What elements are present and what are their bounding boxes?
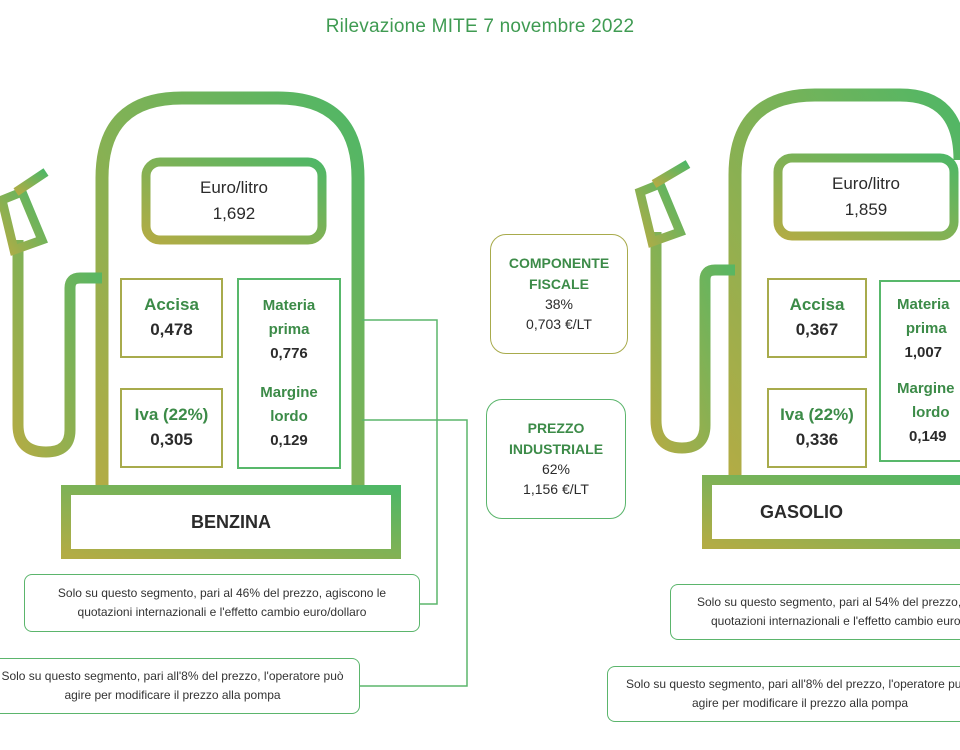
benzina-pump-icon xyxy=(0,91,401,559)
benzina-materia-block: Materia prima 0,776 xyxy=(263,294,316,366)
page-title: Rilevazione MITE 7 novembre 2022 xyxy=(325,16,635,37)
benzina-materia-note-line-2: quotazioni internazionali e l'effetto ca… xyxy=(77,605,367,619)
componente-fiscale-value: 0,703 €/LT xyxy=(526,316,592,333)
gasolio-materia-note-line-1: Solo su questo segmento, pari al 54% del… xyxy=(697,594,960,609)
gasolio-margine-block: Margine lordo 0,149 xyxy=(897,377,955,449)
benzina-iva-cell: Iva (22%) 0,305 xyxy=(120,388,223,468)
benzina-industrial-cell: Materia prima 0,776 Margine lordo 0,129 xyxy=(237,278,341,469)
benzina-materia-label-2: prima xyxy=(268,321,310,339)
prezzo-industriale-value: 1,156 €/LT xyxy=(523,481,589,498)
gasolio-margine-note-line-2: agire per modificare il prezzo alla pomp… xyxy=(692,696,909,710)
gasolio-iva-cell: Iva (22%) 0,336 xyxy=(767,388,867,468)
componente-fiscale-percent: 38% xyxy=(544,296,574,312)
prezzo-industriale-label-2: INDUSTRIALE xyxy=(508,440,604,457)
gasolio-industrial-cell: Materia prima 1,007 Margine lordo 0,149 xyxy=(879,280,960,462)
gasolio-margine-note: Solo su questo segmento, pari all'8% del… xyxy=(607,666,960,722)
benzina-margine-note-line-1: Solo su questo segmento, pari all'8% del… xyxy=(1,668,344,683)
prezzo-industriale-label-1: PREZZO xyxy=(527,420,585,437)
gasolio-margine-note-line-1: Solo su questo segmento, pari all'8% del… xyxy=(626,676,960,691)
benzina-margine-label-2: lordo xyxy=(270,407,308,425)
gasolio-pump-icon xyxy=(634,88,960,549)
gasolio-materia-label-2: prima xyxy=(905,320,947,338)
benzina-materia-note-line-1: Solo su questo segmento, pari al 46% del… xyxy=(57,585,387,600)
benzina-materia-label-1: Materia xyxy=(262,297,316,315)
gasolio-margine-label-1: Margine xyxy=(897,379,955,397)
gasolio-margine-label-2: lordo xyxy=(912,403,950,421)
gasolio-name: GASOLIO xyxy=(759,501,843,522)
gasolio-materia-note: Solo su questo segmento, pari al 54% del… xyxy=(670,584,960,640)
gasolio-display-value: 1,859 xyxy=(844,200,888,219)
benzina-iva-label: Iva (22%) xyxy=(134,405,209,425)
benzina-margine-block: Margine lordo 0,129 xyxy=(260,381,318,453)
benzina-margine-label-1: Margine xyxy=(260,383,318,401)
gasolio-accisa-cell: Accisa 0,367 xyxy=(767,278,867,358)
gasolio-accisa-value: 0,367 xyxy=(795,320,839,339)
gasolio-iva-value: 0,336 xyxy=(795,430,839,449)
gasolio-materia-label-1: Materia xyxy=(897,296,950,314)
benzina-accisa-cell: Accisa 0,478 xyxy=(120,278,223,358)
benzina-display-value: 1,692 xyxy=(212,204,256,223)
componente-fiscale-label-1: COMPONENTE xyxy=(508,255,610,272)
benzina-price-display: Euro/litro 1,692 xyxy=(150,166,318,236)
componente-fiscale-box: COMPONENTE FISCALE 38% 0,703 €/LT xyxy=(490,234,628,354)
benzina-accisa-label: Accisa xyxy=(144,295,199,315)
benzina-iva-value: 0,305 xyxy=(150,430,193,449)
gasolio-margine-value: 0,149 xyxy=(908,427,947,445)
gasolio-price-display: Euro/litro 1,859 xyxy=(782,162,950,232)
componente-fiscale-label-2: FISCALE xyxy=(529,275,589,292)
gasolio-iva-label: Iva (22%) xyxy=(780,405,854,425)
gasolio-display-label: Euro/litro xyxy=(831,173,901,193)
benzina-materia-note: Solo su questo segmento, pari al 46% del… xyxy=(24,574,420,632)
gasolio-materia-value: 1,007 xyxy=(904,344,943,362)
benzina-margine-value: 0,129 xyxy=(270,431,308,449)
benzina-display-label: Euro/litro xyxy=(199,177,269,197)
connector-lines xyxy=(360,319,468,687)
benzina-materia-value: 0,776 xyxy=(270,345,308,363)
prezzo-industriale-box: PREZZO INDUSTRIALE 62% 1,156 €/LT xyxy=(486,399,626,519)
benzina-name: BENZINA xyxy=(191,511,271,532)
gasolio-materia-note-line-2: quotazioni internazionali e l'effetto ca… xyxy=(711,614,960,628)
benzina-margine-note-line-2: agire per modificare il prezzo alla pomp… xyxy=(64,688,281,702)
benzina-accisa-value: 0,478 xyxy=(150,320,193,339)
gasolio-accisa-label: Accisa xyxy=(789,295,845,315)
prezzo-industriale-percent: 62% xyxy=(541,461,571,477)
benzina-name-panel: BENZINA xyxy=(72,496,390,548)
benzina-margine-note: Solo su questo segmento, pari all'8% del… xyxy=(0,658,360,714)
gasolio-name-panel: GASOLIO xyxy=(713,486,960,538)
gasolio-materia-block: Materia prima 1,007 xyxy=(897,293,950,365)
